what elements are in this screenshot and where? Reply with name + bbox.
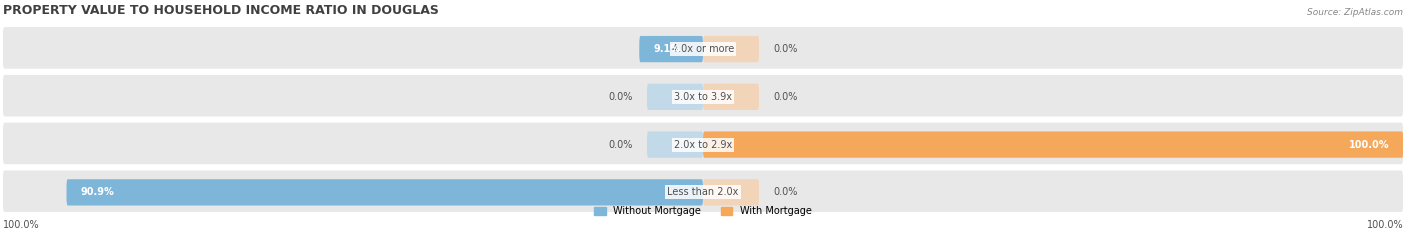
FancyBboxPatch shape [3, 123, 1403, 164]
Text: 0.0%: 0.0% [773, 92, 797, 102]
Text: Source: ZipAtlas.com: Source: ZipAtlas.com [1308, 8, 1403, 17]
Text: 4.0x or more: 4.0x or more [672, 44, 734, 54]
FancyBboxPatch shape [3, 27, 1403, 69]
FancyBboxPatch shape [3, 170, 1403, 212]
FancyBboxPatch shape [703, 36, 759, 62]
FancyBboxPatch shape [647, 131, 703, 158]
Text: 3.0x to 3.9x: 3.0x to 3.9x [673, 92, 733, 102]
Text: PROPERTY VALUE TO HOUSEHOLD INCOME RATIO IN DOUGLAS: PROPERTY VALUE TO HOUSEHOLD INCOME RATIO… [3, 4, 439, 17]
Text: 0.0%: 0.0% [773, 187, 797, 197]
Text: 100.0%: 100.0% [1348, 140, 1389, 150]
Text: Less than 2.0x: Less than 2.0x [668, 187, 738, 197]
Legend: Without Mortgage, With Mortgage: Without Mortgage, With Mortgage [591, 203, 815, 220]
Text: 0.0%: 0.0% [773, 44, 797, 54]
Text: 0.0%: 0.0% [609, 140, 633, 150]
Text: 0.0%: 0.0% [609, 92, 633, 102]
FancyBboxPatch shape [703, 179, 759, 206]
FancyBboxPatch shape [703, 131, 1403, 158]
Text: 9.1%: 9.1% [654, 44, 681, 54]
FancyBboxPatch shape [66, 179, 703, 206]
Text: 2.0x to 2.9x: 2.0x to 2.9x [673, 140, 733, 150]
FancyBboxPatch shape [640, 36, 703, 62]
Text: 100.0%: 100.0% [1367, 220, 1403, 230]
FancyBboxPatch shape [647, 84, 703, 110]
FancyBboxPatch shape [703, 84, 759, 110]
FancyBboxPatch shape [3, 75, 1403, 116]
Text: 100.0%: 100.0% [3, 220, 39, 230]
Text: 90.9%: 90.9% [80, 187, 114, 197]
